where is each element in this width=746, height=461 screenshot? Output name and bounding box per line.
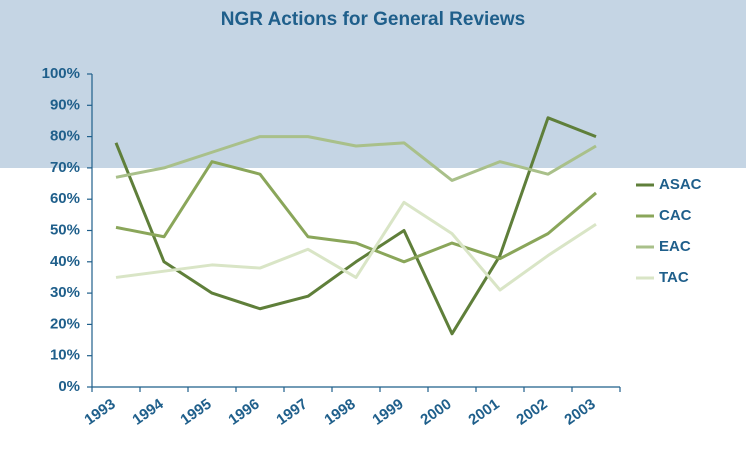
x-tick-label: 2002 — [513, 396, 550, 429]
x-tick-label: 1998 — [321, 396, 358, 429]
series-line — [115, 160, 597, 264]
x-tick-label: 1997 — [273, 396, 310, 429]
legend-label: TAC — [659, 269, 689, 286]
legend-label: CAC — [659, 207, 692, 224]
x-tick-label: 2003 — [561, 396, 598, 429]
x-tick-label: 1994 — [129, 395, 167, 428]
y-tick-label: 10% — [50, 347, 80, 364]
x-tick-label: 1993 — [81, 396, 118, 429]
y-tick-label: 40% — [50, 253, 80, 270]
y-tick-label: 60% — [50, 190, 80, 207]
x-tick-label: 1999 — [369, 396, 406, 429]
series-line — [115, 135, 597, 182]
x-tick-label: 2001 — [465, 396, 502, 429]
chart-title: NGR Actions for General Reviews — [221, 9, 525, 30]
legend-label: EAC — [659, 238, 691, 255]
x-tick-label: 1996 — [225, 396, 262, 429]
legend-label: ASAC — [659, 176, 702, 193]
y-tick-label: 50% — [50, 221, 80, 238]
x-tick-label: 1995 — [177, 396, 214, 429]
y-tick-label: 70% — [50, 159, 80, 176]
y-tick-label: 80% — [50, 128, 80, 145]
header-band — [0, 0, 746, 168]
y-tick-label: 0% — [58, 378, 80, 395]
x-tick-label: 2000 — [417, 396, 454, 429]
y-tick-label: 30% — [50, 284, 80, 301]
series-line — [115, 200, 597, 292]
y-tick-label: 20% — [50, 315, 80, 332]
y-tick-label: 100% — [42, 65, 80, 82]
series-line — [114, 116, 597, 336]
y-tick-label: 90% — [50, 96, 80, 113]
